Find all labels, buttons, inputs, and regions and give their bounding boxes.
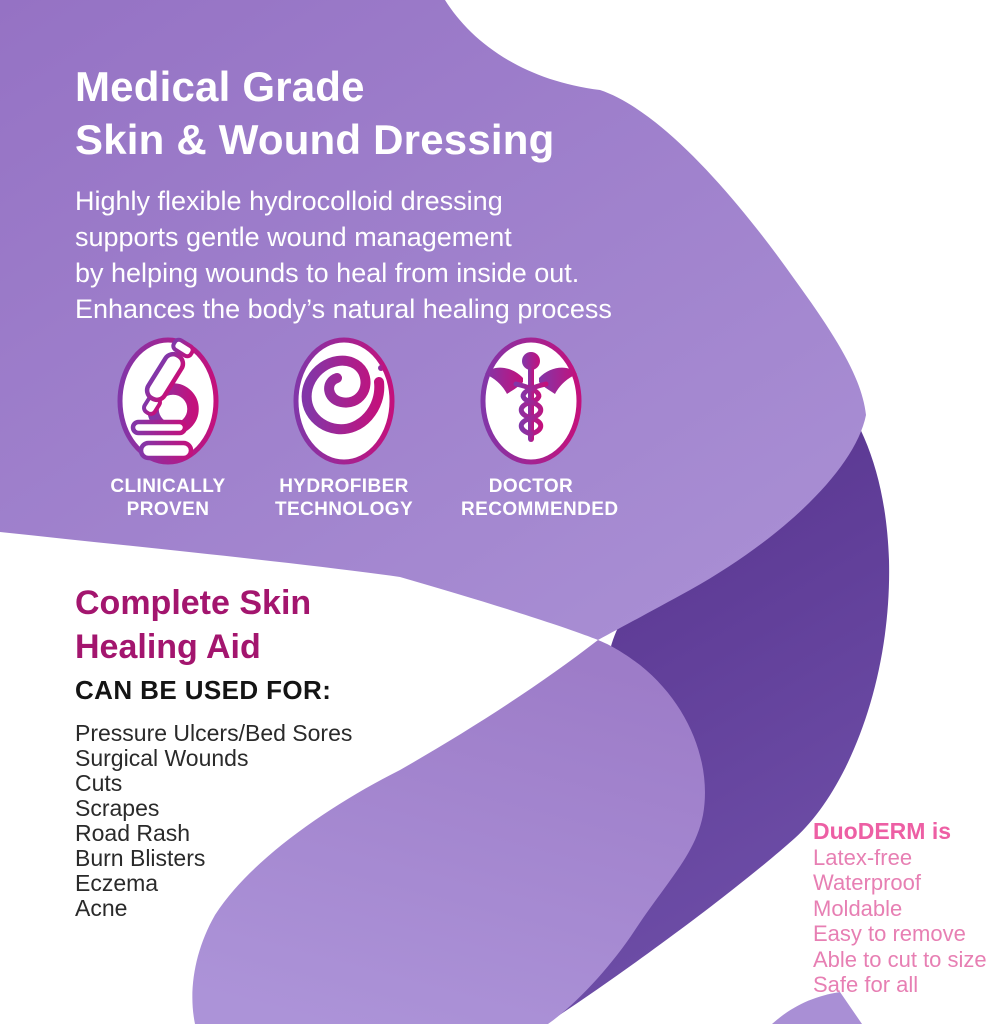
list-item: Scrapes <box>75 795 160 821</box>
badge-clinically-proven: CLINICALLY PROVEN <box>98 336 238 521</box>
badge-label: DOCTOR RECOMMENDED <box>461 475 619 521</box>
feature-item: Easy to remove <box>813 921 966 947</box>
healing-title: Complete Skin Healing Aid <box>75 581 352 669</box>
feature-item: Safe for all <box>813 972 919 998</box>
uses-list: Pressure Ulcers/Bed Sores Surgical Wound… <box>75 721 352 921</box>
badge-doctor-recommended: DOCTOR RECOMMENDED <box>461 336 619 521</box>
feature-item: Able to cut to size <box>813 946 987 972</box>
top-blob-shape <box>0 0 866 640</box>
description-line: by helping wounds to heal from inside ou… <box>75 258 580 288</box>
healing-section: Complete Skin Healing Aid CAN BE USED FO… <box>75 581 352 921</box>
badge-label-line: HYDROFIBER <box>279 476 409 497</box>
feature-item: Moldable <box>813 895 903 921</box>
caduceus-icon <box>480 337 582 465</box>
healing-title-line1: Complete Skin <box>75 584 312 622</box>
healing-title-line2: Healing Aid <box>75 628 261 666</box>
badge-label-line: DOCTOR <box>488 476 574 497</box>
product-description: Highly flexible hydrocolloid dressing su… <box>75 183 612 327</box>
dark-crescent-shape <box>552 370 890 1020</box>
badge-label: HYDROFIBER TECHNOLOGY <box>274 475 414 521</box>
list-item: Surgical Wounds <box>75 745 249 771</box>
product-features-section: DuoDERM is Latex-free Waterproof Moldabl… <box>813 817 987 997</box>
bottom-tip-shape <box>772 992 862 1024</box>
list-item: Pressure Ulcers/Bed Sores <box>75 720 353 746</box>
badge-label-line: RECOMMENDED <box>461 499 619 520</box>
features-title: DuoDERM is <box>813 818 951 844</box>
page-title-line1: Medical Grade <box>75 63 365 110</box>
bottom-ribbon-shape <box>192 640 705 1024</box>
feature-item: Waterproof <box>813 870 922 896</box>
list-item: Burn Blisters <box>75 845 206 871</box>
badge-label: CLINICALLY PROVEN <box>98 475 238 521</box>
feature-item: Latex-free <box>813 845 913 870</box>
list-item: Road Rash <box>75 820 191 846</box>
page-title-line2: Skin & Wound Dressing <box>75 116 555 163</box>
badge-label-line: CLINICALLY <box>110 476 226 497</box>
microscope-icon <box>117 337 219 465</box>
description-line: Enhances the body’s natural healing proc… <box>75 294 612 324</box>
badge-label-line: PROVEN <box>126 499 210 520</box>
description-line: Highly flexible hydrocolloid dressing <box>75 186 503 216</box>
description-line: supports gentle wound management <box>75 222 512 252</box>
hydrofiber-swirl-icon <box>293 337 395 465</box>
badge-hydrofiber-technology: HYDROFIBER TECHNOLOGY <box>274 336 414 521</box>
list-item: Eczema <box>75 870 159 896</box>
list-item: Cuts <box>75 770 123 796</box>
list-item: Acne <box>75 895 128 921</box>
badge-label-line: TECHNOLOGY <box>274 499 414 520</box>
header: Medical Grade Skin & Wound Dressing High… <box>75 60 612 327</box>
uses-heading: CAN BE USED FOR: <box>75 675 332 705</box>
